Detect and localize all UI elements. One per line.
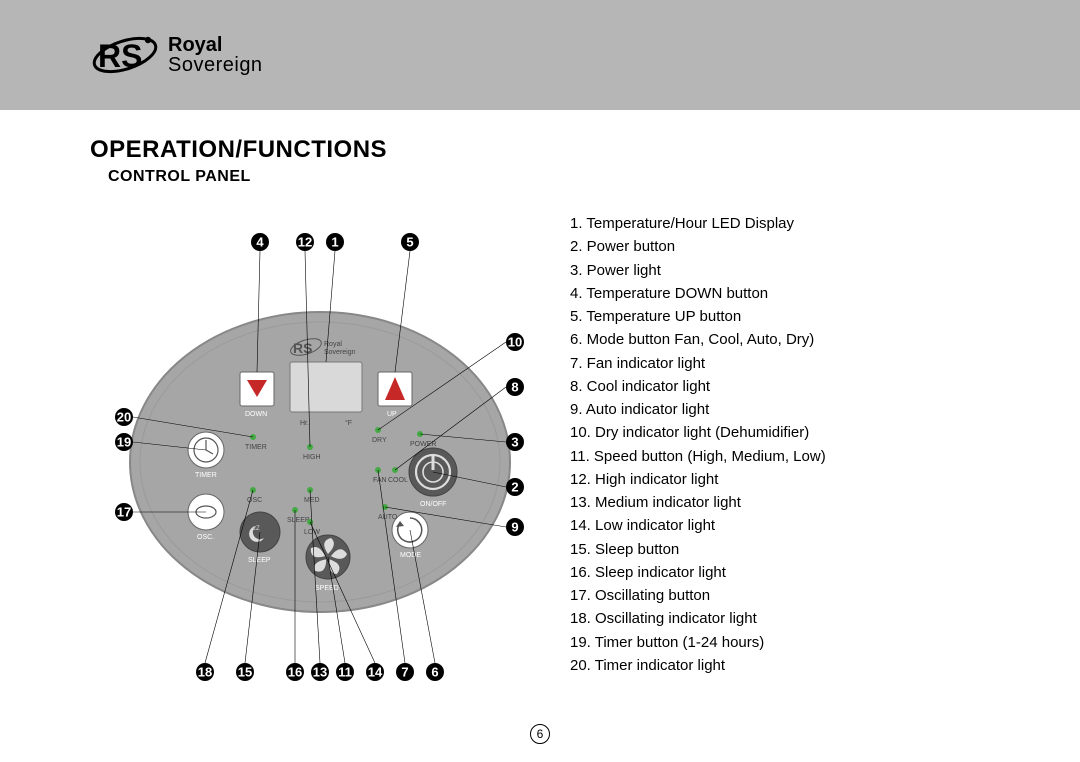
brand-logo: RS Royal Sovereign xyxy=(90,31,263,79)
legend-item: 3. Power light xyxy=(570,259,990,282)
svg-text:HIGH: HIGH xyxy=(303,454,321,461)
brand-line1: Royal xyxy=(168,35,263,55)
svg-text:9: 9 xyxy=(511,520,518,535)
svg-text:12: 12 xyxy=(298,235,312,250)
svg-text:SPEED: SPEED xyxy=(315,585,339,592)
legend-item: 16. Sleep indicator light xyxy=(570,561,990,584)
legend-item: 15. Sleep button xyxy=(570,538,990,561)
section-title: OPERATION/FUNCTIONS xyxy=(90,136,990,164)
legend-item: 6. Mode button Fan, Cool, Auto, Dry) xyxy=(570,328,990,351)
header-band: RS Royal Sovereign xyxy=(0,0,1080,110)
legend-item: 7. Fan indicator light xyxy=(570,352,990,375)
svg-text:RS: RS xyxy=(293,340,312,356)
svg-text:DRY: DRY xyxy=(372,437,387,444)
svg-text:MODE: MODE xyxy=(400,552,421,559)
legend-item: 14. Low indicator light xyxy=(570,514,990,537)
svg-text:°F: °F xyxy=(345,419,352,427)
legend-item: 2. Power button xyxy=(570,235,990,258)
svg-text:7: 7 xyxy=(401,665,408,680)
legend-item: 8. Cool indicator light xyxy=(570,375,990,398)
svg-text:Sovereign: Sovereign xyxy=(324,349,356,356)
svg-text:zZ: zZ xyxy=(253,526,260,532)
svg-text:RS: RS xyxy=(98,38,142,74)
svg-text:Hr.: Hr. xyxy=(300,420,309,427)
svg-text:6: 6 xyxy=(431,665,438,680)
svg-text:SLEEP: SLEEP xyxy=(287,517,310,524)
svg-text:10: 10 xyxy=(508,335,522,350)
legend: 1. Temperature/Hour LED Display2. Power … xyxy=(570,212,990,698)
legend-item: 13. Medium indicator light xyxy=(570,491,990,514)
svg-text:14: 14 xyxy=(368,665,383,680)
svg-text:11: 11 xyxy=(338,665,352,680)
legend-item: 11. Speed button (High, Medium, Low) xyxy=(570,445,990,468)
legend-item: 17. Oscillating button xyxy=(570,584,990,607)
svg-text:19: 19 xyxy=(117,435,131,450)
svg-text:8: 8 xyxy=(511,380,518,395)
svg-text:2: 2 xyxy=(511,480,518,495)
legend-item: 10. Dry indicator light (Dehumidifier) xyxy=(570,421,990,444)
svg-text:18: 18 xyxy=(198,665,212,680)
legend-item: 1. Temperature/Hour LED Display xyxy=(570,212,990,235)
svg-text:DOWN: DOWN xyxy=(245,411,267,418)
svg-text:SLEEP: SLEEP xyxy=(248,557,271,564)
subsection-title: CONTROL PANEL xyxy=(90,168,990,186)
svg-text:5: 5 xyxy=(406,235,413,250)
svg-text:13: 13 xyxy=(313,665,327,680)
svg-text:1: 1 xyxy=(331,235,338,250)
legend-item: 4. Temperature DOWN button xyxy=(570,282,990,305)
svg-text:16: 16 xyxy=(288,665,302,680)
svg-text:4: 4 xyxy=(256,235,264,250)
brand-line2: Sovereign xyxy=(168,55,263,75)
legend-item: 18. Oscillating indicator light xyxy=(570,607,990,630)
legend-item: 12. High indicator light xyxy=(570,468,990,491)
legend-item: 5. Temperature UP button xyxy=(570,305,990,328)
svg-text:17: 17 xyxy=(117,505,131,520)
svg-text:OSC.: OSC. xyxy=(197,534,214,541)
svg-text:AUTO: AUTO xyxy=(378,514,398,521)
svg-text:15: 15 xyxy=(238,665,252,680)
legend-item: 19. Timer button (1-24 hours) xyxy=(570,631,990,654)
svg-text:TIMER: TIMER xyxy=(245,444,267,451)
control-panel-diagram: RS Royal Sovereign Hr. °F DOWN UP xyxy=(90,212,530,698)
page-number: 6 xyxy=(530,724,550,744)
svg-text:MED: MED xyxy=(304,497,320,504)
legend-item: 9. Auto indicator light xyxy=(570,398,990,421)
svg-text:UP: UP xyxy=(387,411,397,418)
svg-text:Royal: Royal xyxy=(324,341,342,348)
svg-text:ON/OFF: ON/OFF xyxy=(420,501,446,508)
svg-text:3: 3 xyxy=(511,435,518,450)
legend-item: 20. Timer indicator light xyxy=(570,654,990,677)
svg-text:20: 20 xyxy=(117,410,131,425)
svg-text:TIMER: TIMER xyxy=(195,472,217,479)
svg-text:COOL: COOL xyxy=(388,477,408,484)
